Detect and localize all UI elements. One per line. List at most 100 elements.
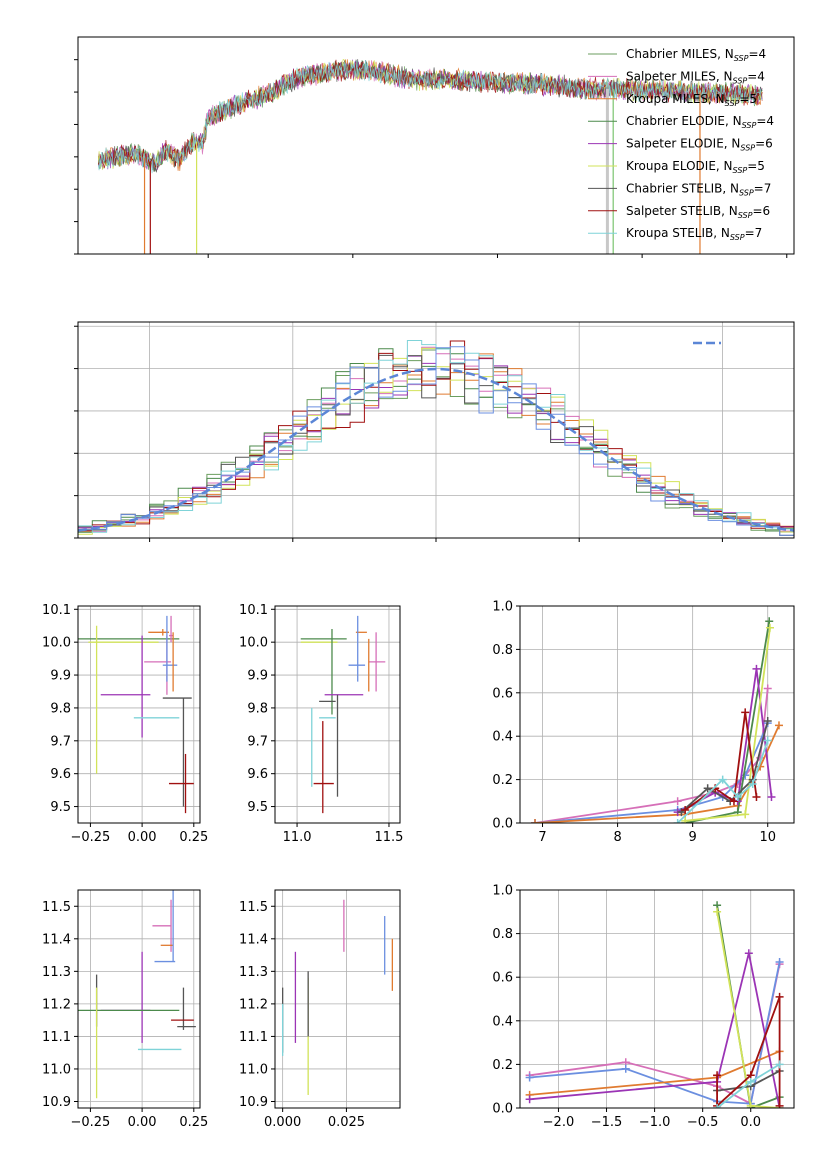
legend-label-text: Kroupa STELIB, N (626, 226, 730, 240)
weight-vs-age-y-tick-label: 0.6 (492, 686, 513, 701)
weight-vs-age-point-marker (673, 819, 682, 823)
weight-vs-Z-x-tick-label: −2.0 (543, 1115, 575, 1130)
mass-vs-Z-y-tick-label: 11.3 (42, 965, 71, 980)
mass-vs-Z-frame (77, 889, 201, 1109)
weight-vs-age-y-tick-label: 0.4 (492, 730, 513, 745)
legend-label-text: Chabrier STELIB, N (626, 181, 739, 195)
weight-vs-Z-point-marker (713, 907, 722, 916)
spectrum-frame (77, 36, 795, 255)
mass-vs-ebv-y-tick-label: 11.0 (239, 1062, 268, 1077)
weight-vs-age-x-tick-label: 10 (759, 830, 776, 845)
weight-vs-age-panel: 7 8 9 10 0.0 0.2 0.4 0.6 0.8 1.0 (492, 600, 795, 845)
weight-vs-age-x-tick-label: 8 (613, 830, 621, 845)
age-vs-mass-y-tick-label: 9.9 (247, 669, 268, 684)
legend-label: Kroupa ELODIE, NSSP=5 (626, 159, 765, 175)
legend-label-subscript: SSP (740, 144, 755, 153)
mass-vs-Z-plot-area (78, 890, 196, 1099)
legend-label-count: =4 (748, 47, 766, 61)
mass-vs-Z-y-tick-label: 11.2 (42, 997, 71, 1012)
legend-label-text: Kroupa MILES, N (626, 92, 725, 106)
age-vs-mass-frame (274, 605, 401, 824)
weight-vs-Z-point-marker (713, 1104, 722, 1108)
legend-label: Chabrier MILES, NSSP=4 (626, 47, 766, 63)
mass-vs-ebv-y-tick-label: 11.3 (239, 965, 268, 980)
weight-vs-age-y-tick-label: 0.8 (492, 643, 513, 658)
weight-vs-age-point-marker (681, 816, 690, 823)
legend-label-text: Salpeter MILES, N (626, 69, 733, 83)
legend-label-subscript: SSP (742, 121, 757, 130)
mass-vs-ebv-y-tick-label: 11.5 (239, 900, 268, 915)
age-vs-Z-frame (77, 605, 201, 824)
residuals-plot-area (78, 340, 794, 536)
weight-vs-age-y-tick-label: 0.0 (492, 817, 513, 832)
weight-vs-Z-point-marker (775, 1060, 784, 1069)
weight-vs-age-point-marker (718, 775, 727, 784)
legend-label-count: =5 (747, 159, 765, 173)
weight-vs-Z-panel: −2.0 −1.5 −1.0 −0.5 0.0 0.0 0.2 0.4 0.6 0.8 1.0 (492, 884, 795, 1130)
weight-vs-Z-frame (519, 889, 795, 1109)
weight-vs-Z-point-marker (775, 992, 784, 1001)
weight-vs-Z-x-tick-label: −1.0 (639, 1115, 671, 1130)
weight-vs-age-frame (519, 605, 795, 824)
weight-vs-age-point-marker (741, 708, 750, 717)
weight-vs-Z-series-line (529, 952, 781, 1108)
legend-label-text: Kroupa ELODIE, N (626, 159, 733, 173)
age-vs-Z-plot-area (78, 615, 194, 814)
legend-label-text: Chabrier MILES, N (626, 47, 734, 61)
weight-vs-Z-point-marker (746, 1101, 755, 1108)
age-vs-Z-y-tick-label: 10.1 (42, 603, 71, 618)
weight-vs-Z-point-marker (746, 1077, 755, 1086)
age-vs-Z-y-tick-label: 9.7 (50, 734, 71, 749)
spectrum-panel (74, 36, 795, 258)
weight-vs-age-point-marker (703, 784, 712, 793)
age-vs-mass-y-tick-label: 10.0 (239, 636, 268, 651)
legend-label: Salpeter ELODIE, NSSP=6 (626, 137, 773, 153)
age-vs-mass-plot-area (300, 615, 386, 814)
mass-vs-Z-y-tick-label: 11.1 (42, 1030, 71, 1045)
mass-vs-ebv-x-tick-label: 0.025 (328, 1115, 365, 1130)
mass-vs-ebv-y-tick-label: 11.2 (239, 997, 268, 1012)
mass-vs-Z-y-tick-label: 10.9 (42, 1095, 71, 1110)
weight-vs-Z-point-marker (775, 1101, 784, 1108)
legend-label-subscript: SSP (734, 54, 749, 63)
spectrum-plot-area (97, 58, 763, 254)
weight-vs-Z-point-marker (713, 1071, 722, 1080)
weight-vs-age-point-marker (531, 819, 540, 823)
residuals-histogram (78, 346, 794, 536)
legend-label-subscript: SSP (738, 211, 753, 220)
weight-vs-Z-y-tick-label: 0.2 (492, 1058, 513, 1073)
legend-label-subscript: SSP (733, 76, 748, 85)
age-vs-mass-x-tick-label: 11.0 (283, 830, 312, 845)
weight-vs-age-y-tick-label: 1.0 (492, 600, 513, 615)
mass-vs-Z-x-tick-label: 0.25 (179, 1115, 208, 1130)
residuals-panel (74, 321, 795, 542)
legend-label-count: =7 (754, 181, 772, 195)
weight-vs-Z-point-marker (621, 1064, 630, 1073)
weight-vs-Z-point-marker (775, 957, 784, 966)
weight-vs-Z-y-tick-label: 0.8 (492, 927, 513, 942)
mass-vs-Z-y-tick-label: 11.5 (42, 900, 71, 915)
legend-label-subscript: SSP (725, 99, 740, 108)
legend-label: Salpeter MILES, NSSP=4 (626, 69, 765, 85)
weight-vs-Z-y-tick-label: 0.4 (492, 1014, 513, 1029)
age-vs-Z-y-tick-label: 9.5 (50, 800, 71, 815)
weight-vs-Z-y-tick-label: 1.0 (492, 884, 513, 899)
age-vs-Z-panel: −0.25 0.00 0.25 9.5 9.6 9.7 9.8 9.9 10.0 10.1 (42, 603, 208, 845)
mass-vs-ebv-x-tick-label: 0.000 (264, 1115, 301, 1130)
legend-label-text: Salpeter ELODIE, N (626, 137, 740, 151)
normal-reference-curve (78, 367, 794, 532)
mass-vs-Z-panel: −0.25 0.00 0.25 10.9 11.0 11.1 11.2 11.3 11.4 11.… (42, 889, 208, 1130)
weight-vs-Z-x-tick-label: −0.5 (687, 1115, 719, 1130)
legend-label-subscript: SSP (739, 188, 754, 197)
weight-vs-age-point-marker (673, 797, 682, 806)
weight-vs-age-point-marker (765, 617, 774, 626)
weight-vs-age-series-line (680, 720, 769, 813)
weight-vs-age-point-marker (741, 771, 750, 780)
weight-vs-Z-plot-area (525, 901, 784, 1108)
age-vs-Z-y-tick-label: 9.9 (50, 669, 71, 684)
weight-vs-age-y-tick-label: 0.2 (492, 773, 513, 788)
weight-vs-age-point-marker (763, 736, 772, 745)
legend-label-count: =6 (755, 137, 773, 151)
weight-vs-age-point-marker (765, 623, 774, 632)
